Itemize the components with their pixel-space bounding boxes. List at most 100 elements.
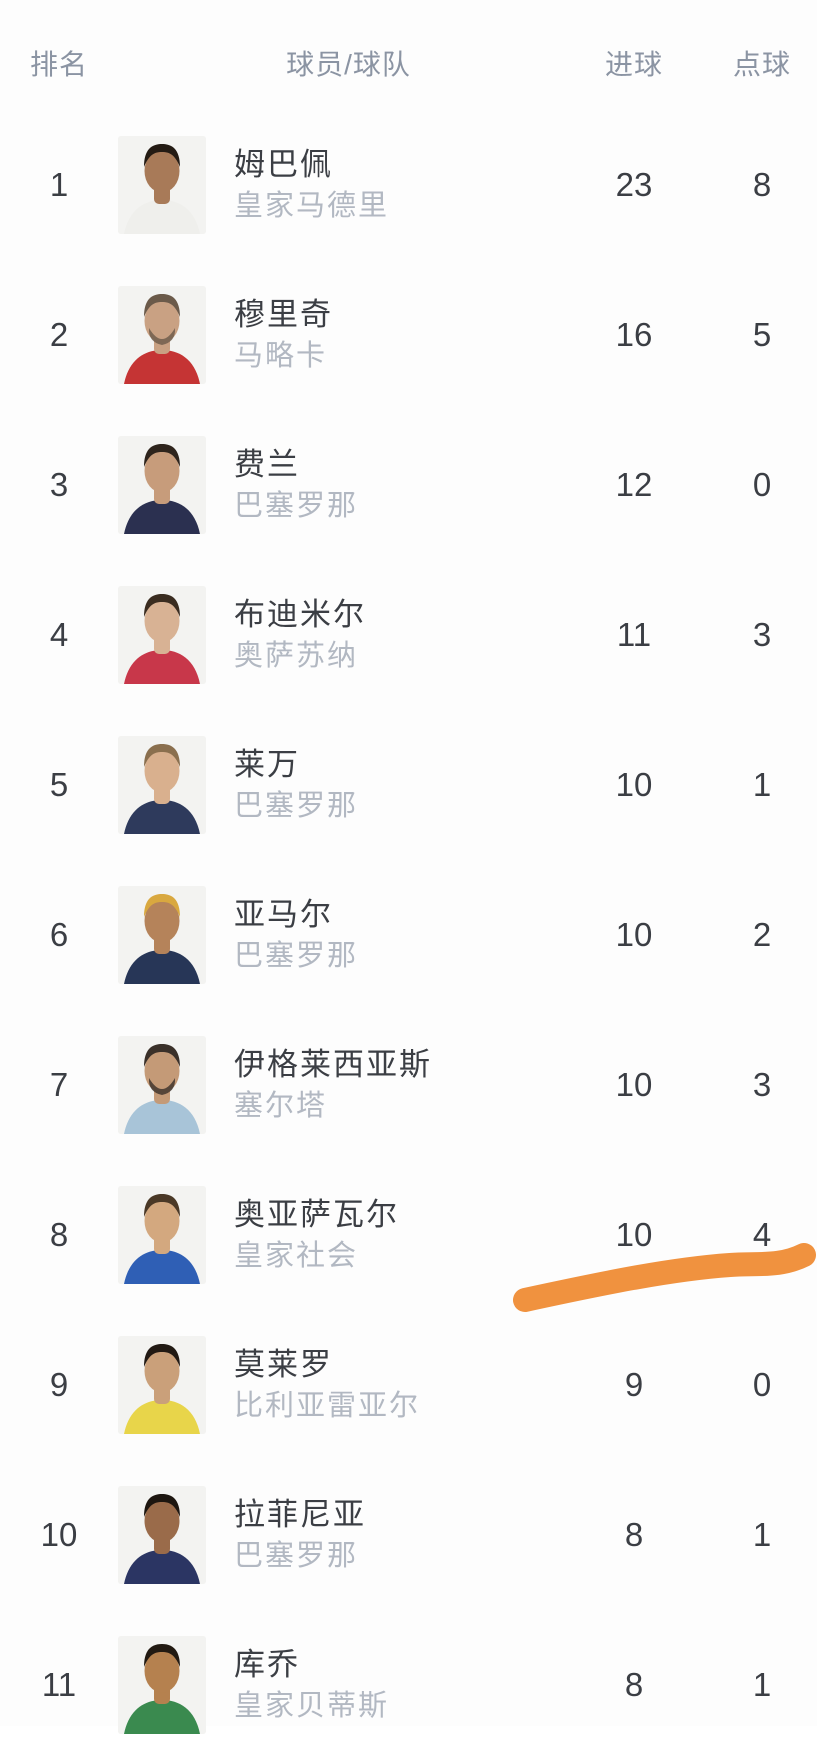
player-avatar [118,136,206,234]
table-row[interactable]: 3 费兰 巴塞罗那 12 0 [0,410,817,560]
player-text: 莫莱罗 比利亚雷亚尔 [234,1346,421,1423]
player-name: 姆巴佩 [234,146,333,182]
player-cell: 亚马尔 巴塞罗那 [118,886,579,984]
table-row[interactable]: 9 莫莱罗 比利亚雷亚尔 9 0 [0,1310,817,1460]
player-cell: 莱万 巴塞罗那 [118,736,579,834]
player-cell: 布迪米尔 奥萨苏纳 [118,586,579,684]
table-row[interactable]: 5 莱万 巴塞罗那 10 1 [0,710,817,860]
player-text: 穆里奇 马略卡 [234,296,333,373]
table-row[interactable]: 1 姆巴佩 皇家马德里 23 8 [0,110,817,260]
goals-value: 10 [615,916,653,953]
goals-value: 8 [624,1666,644,1703]
player-name: 布迪米尔 [234,596,366,632]
goals-value: 16 [615,316,653,353]
table-row[interactable]: 6 亚马尔 巴塞罗那 10 2 [0,860,817,1010]
table-row[interactable]: 2 穆里奇 马略卡 16 5 [0,260,817,410]
rank-number: 11 [41,1666,77,1703]
player-avatar [118,1336,206,1434]
scorer-table-body: 1 姆巴佩 皇家马德里 23 8 2 [0,110,817,1760]
player-text: 姆巴佩 皇家马德里 [234,146,390,223]
header-rank: 排名 [29,49,88,80]
rank-number: 4 [49,616,69,653]
rank-number: 2 [49,316,69,353]
player-team: 马略卡 [234,339,328,372]
player-avatar [118,1486,206,1584]
rank-number: 5 [49,766,69,803]
table-row[interactable]: 11 库乔 皇家贝蒂斯 8 1 [0,1610,817,1760]
player-avatar [118,586,206,684]
player-team: 皇家贝蒂斯 [234,1689,390,1722]
player-name: 莫莱罗 [234,1346,333,1382]
penalties-value: 8 [752,166,772,203]
player-text: 亚马尔 巴塞罗那 [234,897,359,973]
player-name: 费兰 [234,446,300,482]
player-text: 莱万 巴塞罗那 [234,746,358,823]
goals-value: 10 [615,1066,653,1103]
goals-value: 9 [624,1366,644,1403]
rank-number: 9 [49,1366,69,1403]
player-team: 巴塞罗那 [234,939,359,972]
table-row[interactable]: 8 奥亚萨瓦尔 皇家社会 10 4 [0,1160,817,1310]
player-cell: 奥亚萨瓦尔 皇家社会 [118,1186,579,1284]
player-name: 奥亚萨瓦尔 [234,1196,399,1232]
goals-value: 10 [615,766,653,803]
player-text: 库乔 皇家贝蒂斯 [234,1646,390,1723]
player-cell: 莫莱罗 比利亚雷亚尔 [118,1336,579,1434]
player-avatar [118,1636,206,1734]
player-cell: 穆里奇 马略卡 [118,286,579,384]
player-avatar [118,436,206,534]
player-team: 皇家马德里 [234,189,390,222]
goals-value: 10 [615,1216,653,1253]
penalties-value: 1 [752,766,772,803]
player-team: 巴塞罗那 [234,1539,359,1572]
player-avatar [118,1036,206,1134]
player-text: 布迪米尔 奥萨苏纳 [234,596,366,673]
table-row[interactable]: 10 拉菲尼亚 巴塞罗那 8 1 [0,1460,817,1610]
player-cell: 伊格莱西亚斯 塞尔塔 [118,1036,579,1134]
player-name: 拉菲尼亚 [234,1496,366,1532]
header-player-team: 球员/球队 [286,49,411,80]
player-name: 库乔 [234,1646,300,1682]
player-cell: 库乔 皇家贝蒂斯 [118,1636,579,1734]
table-row[interactable]: 7 伊格莱西亚斯 塞尔塔 10 3 [0,1010,817,1160]
rank-number: 1 [49,166,69,203]
player-cell: 姆巴佩 皇家马德里 [118,136,579,234]
goals-value: 23 [615,166,653,203]
player-text: 费兰 巴塞罗那 [234,446,359,523]
player-name: 穆里奇 [234,296,333,332]
penalties-value: 4 [752,1216,772,1253]
penalties-value: 3 [752,1066,772,1103]
player-text: 奥亚萨瓦尔 皇家社会 [234,1196,399,1273]
rank-number: 10 [40,1516,78,1553]
header-goals: 进球 [604,49,663,80]
player-text: 伊格莱西亚斯 塞尔塔 [234,1046,432,1123]
rank-number: 8 [49,1216,69,1253]
player-avatar [118,286,206,384]
rank-number: 3 [49,466,69,503]
player-cell: 拉菲尼亚 巴塞罗那 [118,1486,579,1584]
penalties-value: 2 [752,916,772,953]
player-team: 巴塞罗那 [234,489,359,522]
player-cell: 费兰 巴塞罗那 [118,436,579,534]
player-name: 伊格莱西亚斯 [234,1046,432,1082]
table-row[interactable]: 4 布迪米尔 奥萨苏纳 11 3 [0,560,817,710]
player-avatar [118,1186,206,1284]
penalties-value: 1 [752,1666,772,1703]
player-team: 奥萨苏纳 [234,639,359,672]
player-avatar [118,736,206,834]
player-name: 莱万 [234,746,300,782]
penalties-value: 0 [752,466,772,503]
player-team: 比利亚雷亚尔 [234,1389,421,1422]
goals-value: 12 [615,466,653,503]
header-penalties: 点球 [732,49,791,80]
player-avatar [118,886,206,984]
penalties-value: 3 [752,616,772,653]
rank-number: 6 [49,916,69,953]
player-text: 拉菲尼亚 巴塞罗那 [234,1496,366,1573]
rank-number: 7 [49,1066,69,1103]
penalties-value: 5 [752,316,772,353]
player-team: 塞尔塔 [234,1089,328,1122]
penalties-value: 1 [752,1516,772,1553]
table-header: 排名 球员/球队 进球 点球 [0,0,817,100]
